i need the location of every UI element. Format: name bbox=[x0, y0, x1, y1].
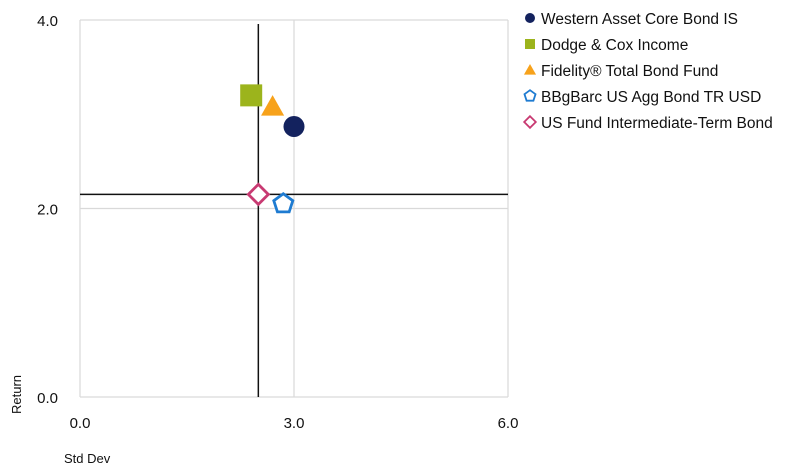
x-tick-label: 6.0 bbox=[498, 415, 519, 432]
legend-item: US Fund Intermediate-Term Bond bbox=[522, 114, 773, 132]
legend-item: Dodge & Cox Income bbox=[525, 37, 688, 54]
legend-marker-triangle bbox=[523, 63, 537, 75]
x-tick-label: 0.0 bbox=[70, 415, 91, 432]
data-points bbox=[240, 84, 305, 214]
legend: Western Asset Core Bond IS Dodge & Cox In… bbox=[522, 11, 773, 132]
legend-label: US Fund Intermediate-Term Bond bbox=[541, 115, 773, 132]
y-tick-labels: 0.0 2.0 4.0 bbox=[37, 13, 58, 407]
x-axis-title: Std Dev bbox=[64, 451, 111, 465]
y-axis-title: Return bbox=[9, 375, 24, 414]
legend-marker-square bbox=[525, 39, 535, 49]
data-point-triangle bbox=[261, 95, 285, 116]
legend-item: BBgBarc US Agg Bond TR USD bbox=[523, 89, 761, 106]
data-point-circle bbox=[283, 116, 305, 138]
legend-label: Dodge & Cox Income bbox=[541, 37, 688, 54]
data-point-pentagon bbox=[272, 192, 295, 214]
data-point-diamond bbox=[246, 182, 271, 207]
x-tick-labels: 0.0 3.0 6.0 bbox=[70, 415, 519, 432]
y-tick-label: 2.0 bbox=[37, 202, 58, 219]
data-point-square bbox=[240, 84, 263, 107]
legend-marker-circle bbox=[525, 13, 535, 23]
x-tick-label: 3.0 bbox=[284, 415, 305, 432]
legend-item: Western Asset Core Bond IS bbox=[525, 11, 738, 28]
legend-marker-pentagon bbox=[523, 89, 537, 102]
legend-marker-diamond bbox=[522, 114, 538, 130]
grid-lines bbox=[79, 19, 509, 398]
legend-item: Fidelity® Total Bond Fund bbox=[523, 63, 718, 80]
y-tick-label: 4.0 bbox=[37, 13, 58, 30]
y-tick-label: 0.0 bbox=[37, 390, 58, 407]
legend-label: Western Asset Core Bond IS bbox=[541, 11, 738, 28]
legend-label: Fidelity® Total Bond Fund bbox=[541, 63, 718, 80]
legend-label: BBgBarc US Agg Bond TR USD bbox=[541, 89, 761, 106]
